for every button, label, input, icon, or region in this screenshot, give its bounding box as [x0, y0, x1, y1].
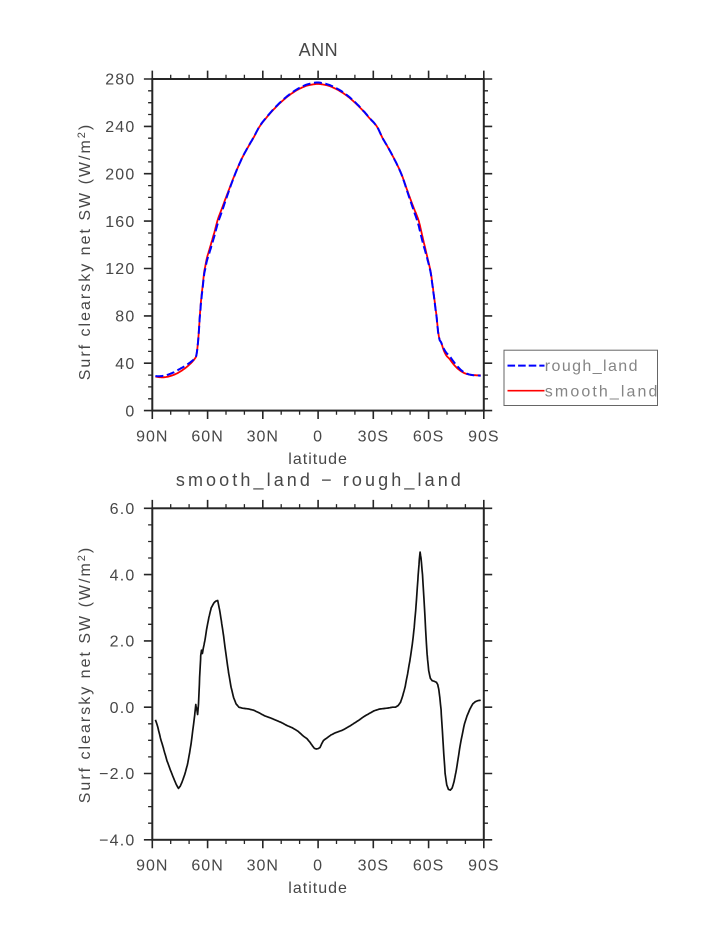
- svg-text:30N: 30N: [247, 428, 279, 445]
- svg-text:4.0: 4.0: [110, 567, 136, 584]
- svg-text:80: 80: [115, 309, 135, 326]
- svg-text:60S: 60S: [413, 857, 444, 874]
- svg-text:200: 200: [105, 166, 135, 183]
- svg-text:smooth_land: smooth_land: [545, 383, 660, 400]
- svg-text:smooth_land − rough_land: smooth_land − rough_land: [176, 470, 464, 491]
- svg-text:latitude: latitude: [288, 451, 348, 468]
- svg-text:0: 0: [125, 403, 135, 420]
- svg-text:0.0: 0.0: [110, 700, 136, 717]
- svg-text:0: 0: [313, 428, 323, 445]
- svg-text:2.0: 2.0: [110, 634, 136, 651]
- svg-text:90S: 90S: [468, 428, 499, 445]
- svg-text:60S: 60S: [413, 428, 444, 445]
- svg-text:90S: 90S: [468, 857, 499, 874]
- svg-text:30S: 30S: [358, 857, 389, 874]
- svg-text:latitude: latitude: [288, 880, 348, 897]
- svg-text:−2.0: −2.0: [99, 766, 135, 783]
- svg-text:ANN: ANN: [299, 40, 339, 60]
- svg-text:−4.0: −4.0: [99, 833, 135, 850]
- svg-text:Surf clearsky net SW (W/m2: Surf clearsky net SW (W/m2): [76, 123, 94, 380]
- svg-text:6.0: 6.0: [110, 501, 136, 518]
- svg-text:120: 120: [105, 261, 135, 278]
- svg-text:Surf clearsky net SW (W/m2: Surf clearsky net SW (W/m2): [76, 546, 94, 803]
- svg-text:60N: 60N: [191, 857, 223, 874]
- svg-text:280: 280: [105, 72, 135, 89]
- svg-text:60N: 60N: [191, 428, 223, 445]
- svg-text:30N: 30N: [247, 857, 279, 874]
- svg-text:rough_land: rough_land: [545, 358, 639, 375]
- svg-text:90N: 90N: [136, 428, 168, 445]
- svg-text:40: 40: [115, 356, 135, 373]
- svg-text:240: 240: [105, 119, 135, 136]
- svg-text:0: 0: [313, 857, 323, 874]
- svg-text:160: 160: [105, 214, 135, 231]
- svg-text:30S: 30S: [358, 428, 389, 445]
- svg-text:90N: 90N: [136, 857, 168, 874]
